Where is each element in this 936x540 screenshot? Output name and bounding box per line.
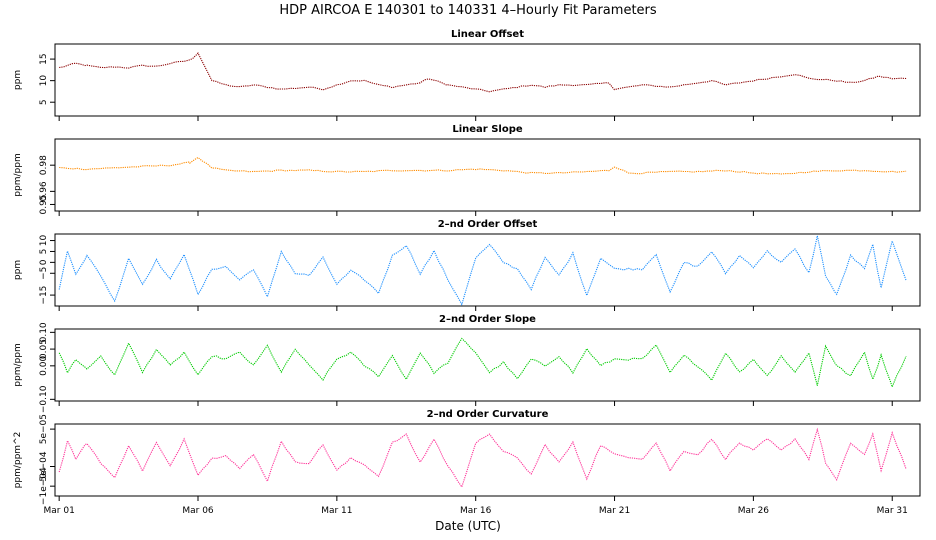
- y-tick-label: 0: [39, 259, 49, 265]
- series-line: [58, 235, 907, 306]
- y-tick-label: 5: [39, 249, 49, 255]
- y-tick-label: 5: [39, 99, 49, 105]
- x-tick-label: Mar 11: [321, 506, 352, 516]
- panel-title: Linear Slope: [452, 124, 523, 135]
- panel-frame: [54, 43, 921, 117]
- y-axis-label: ppm/ppm: [13, 343, 23, 386]
- y-axis-label: ppm/ppm: [13, 153, 23, 196]
- panel-4: 2–nd Order Slope −0.10 0.000.050.10 ppm/ppm: [13, 314, 921, 413]
- panel-3: 2–nd Order Offset −15 −5 0 5 10 ppm: [13, 219, 921, 311]
- series-line: [59, 52, 907, 93]
- panel-title: 2–nd Order Offset: [438, 219, 538, 230]
- x-tick-label: Mar 21: [599, 506, 630, 516]
- panel-frame: [54, 328, 921, 402]
- panel-1: Linear Offset 5 10 15 ppm: [13, 29, 921, 121]
- y-tick-label: −1e−04: [39, 467, 49, 505]
- y-tick-label: 5e−04: [39, 451, 49, 482]
- y-tick-label: 15: [39, 53, 49, 64]
- y-tick-label: −0.10: [39, 385, 49, 413]
- y-tick-label: −15: [39, 286, 49, 305]
- y-axis-label: ppm: [13, 70, 23, 90]
- y-tick-label: 0.95: [39, 194, 49, 214]
- panel-title: 2–nd Order Slope: [439, 314, 536, 325]
- panel-frame: [54, 233, 921, 307]
- panel-frame: [54, 423, 921, 497]
- y-tick-label: 0.10: [39, 322, 49, 342]
- x-tick-label: Mar 06: [182, 506, 214, 516]
- y-tick-label: 0.96: [39, 181, 49, 201]
- series-line: [58, 337, 907, 389]
- y-tick-label: 0.98: [39, 155, 49, 175]
- x-tick-label: Mar 01: [44, 506, 75, 516]
- y-tick-label: 0.05: [39, 339, 49, 359]
- y-tick-label: 0.00: [39, 356, 49, 376]
- panel-2: Linear Slope 0.950.96 0.98 ppm/ppm: [13, 124, 921, 216]
- y-tick-label: 5e−05: [39, 414, 49, 444]
- x-tick-label: Mar 31: [877, 506, 908, 516]
- panel-frame: [54, 138, 921, 212]
- y-tick-label: 10: [39, 75, 49, 87]
- x-axis-label: Date (UTC): [435, 519, 501, 533]
- x-tick-label: Mar 26: [738, 506, 770, 516]
- panel-title: Linear Offset: [451, 29, 524, 40]
- x-tick-label: Mar 16: [460, 506, 492, 516]
- y-axis-label: ppm: [13, 260, 23, 280]
- series-line: [59, 156, 907, 175]
- series-line: [58, 427, 907, 489]
- y-tick-label: −5: [39, 267, 49, 280]
- figure-title: HDP AIRCOA E 140301 to 140331 4–Hourly F…: [279, 3, 657, 18]
- panel-title: 2–nd Order Curvature: [427, 409, 549, 420]
- y-tick-label: 10: [39, 235, 49, 247]
- x-axis: Mar 01 Mar 06 Mar 11 Mar 16 Mar 21 Mar 26 Mar …: [44, 506, 908, 516]
- y-axis-label: ppm/ppm^2: [13, 432, 23, 489]
